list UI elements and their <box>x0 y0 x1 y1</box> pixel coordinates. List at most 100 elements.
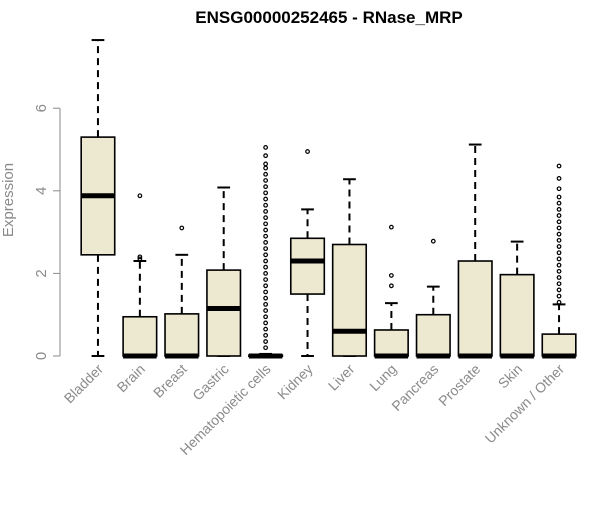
outlier-point <box>263 314 269 320</box>
box-body <box>206 269 242 357</box>
outlier-point <box>263 289 269 295</box>
outlier-point <box>388 283 394 289</box>
box-body <box>457 260 493 357</box>
outlier-point <box>263 295 269 301</box>
outlier-point <box>430 238 436 244</box>
box-body <box>122 315 158 357</box>
outlier-point <box>263 271 269 276</box>
outlier-point <box>556 231 562 237</box>
outlier-point <box>263 171 269 177</box>
box-unknown-other <box>541 163 577 359</box>
outlier-point <box>137 256 143 262</box>
outlier-point <box>263 345 269 351</box>
box-kidney <box>289 149 326 357</box>
box-pancreas <box>415 238 451 359</box>
outlier-point <box>556 299 562 305</box>
outlier-point <box>556 287 562 293</box>
outlier-point <box>263 258 269 264</box>
outlier-point <box>263 161 269 167</box>
box-breast <box>164 225 200 359</box>
outlier-point <box>556 213 562 218</box>
x-tick-label-pancreas: Pancreas <box>388 361 441 414</box>
outlier-point <box>556 281 562 287</box>
outlier-point <box>556 176 562 181</box>
outlier-point <box>263 308 269 313</box>
outlier-point <box>263 252 269 258</box>
outlier-point <box>263 227 269 233</box>
outlier-point <box>263 184 269 190</box>
box-lung <box>373 224 409 359</box>
box-brain <box>122 193 158 359</box>
outlier-point <box>263 196 269 202</box>
outlier-point <box>263 202 269 208</box>
outlier-point <box>263 165 269 171</box>
outlier-point <box>556 268 562 274</box>
outlier-point <box>263 215 269 221</box>
chart-title: ENSG00000252465 - RNase_MRP <box>195 8 462 27</box>
outlier-point <box>556 200 562 206</box>
outlier-point <box>556 219 562 225</box>
x-tick-label-brain: Brain <box>114 361 148 395</box>
x-tick-label-bladder: Bladder <box>61 361 107 407</box>
outlier-point <box>263 233 269 239</box>
x-tick-label-prostate: Prostate <box>435 361 483 409</box>
box-liver <box>331 178 368 357</box>
outlier-point <box>137 254 143 260</box>
outlier-point <box>263 264 269 270</box>
outlier-point <box>263 283 269 289</box>
boxes-layer <box>80 39 577 359</box>
outlier-point <box>556 250 562 256</box>
box-body <box>164 313 200 357</box>
outlier-point <box>263 277 269 282</box>
outlier-point <box>556 206 562 212</box>
box-prostate <box>457 143 493 359</box>
box-body <box>331 243 368 357</box>
outlier-point <box>556 293 562 299</box>
box-body <box>415 313 451 357</box>
x-tick-label-kidney: Kidney <box>274 361 316 403</box>
box-hematopoietic-cells <box>248 145 284 359</box>
outlier-point <box>263 221 269 227</box>
outlier-point <box>263 326 269 332</box>
outlier-point <box>137 193 143 199</box>
outlier-point <box>263 240 269 245</box>
x-tick-label-liver: Liver <box>325 361 358 394</box>
outlier-point <box>263 178 269 183</box>
outlier-point <box>388 273 394 278</box>
box-bladder <box>80 39 116 357</box>
outlier-point <box>263 339 269 344</box>
outlier-point <box>263 190 269 196</box>
outlier-point <box>263 320 269 326</box>
y-tick-label: 4 <box>33 187 50 195</box>
outlier-point <box>556 256 562 262</box>
x-tick-label-breast: Breast <box>150 361 190 401</box>
box-skin <box>499 240 535 359</box>
box-body <box>499 273 535 357</box>
outlier-point <box>556 237 562 243</box>
outlier-point <box>263 246 269 252</box>
outlier-point <box>179 225 185 231</box>
outlier-point <box>556 244 562 249</box>
box-body <box>289 237 326 295</box>
outlier-point <box>305 149 310 154</box>
outlier-point <box>263 301 269 307</box>
outlier-point <box>263 153 269 159</box>
outlier-point <box>388 224 394 230</box>
outlier-point <box>556 275 562 280</box>
y-axis-label: Expression <box>0 163 17 237</box>
box-body <box>541 333 577 357</box>
outlier-point <box>556 262 562 268</box>
y-tick-label: 6 <box>33 104 50 112</box>
y-axis: 0 2 4 6 <box>33 104 61 360</box>
y-tick-label: 2 <box>33 269 50 277</box>
outlier-point <box>263 209 269 214</box>
box-gastric <box>206 186 242 357</box>
x-tick-label-unknown-other: Unknown / Other <box>482 361 568 447</box>
x-tick-label-lung: Lung <box>366 361 399 394</box>
outlier-point <box>556 194 562 200</box>
outlier-point <box>556 186 562 192</box>
x-tick-label-skin: Skin <box>495 361 526 392</box>
